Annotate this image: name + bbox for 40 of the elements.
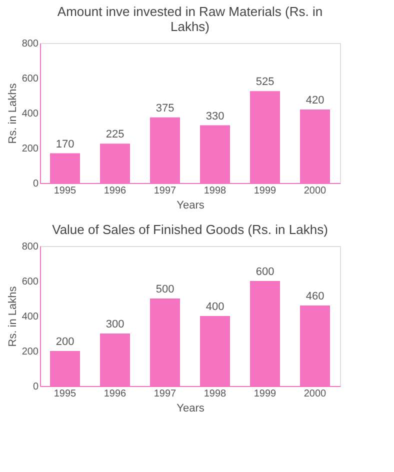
x-axis-title: Years (176, 200, 205, 212)
data-label: 330 (206, 110, 224, 122)
data-label: 420 (306, 94, 324, 106)
chart-title: Amount inve invested in Raw Materials (Rs. in Lakhs) (57, 4, 323, 34)
y-tick-label: 600 (22, 276, 39, 288)
data-label: 600 (256, 266, 274, 278)
x-tick-label: 2000 (304, 186, 327, 196)
x-tick-label: 1997 (154, 388, 177, 400)
x-tick-label: 1997 (154, 186, 177, 196)
y-tick-label: 400 (22, 312, 39, 322)
x-tick-label: 1999 (254, 388, 277, 400)
data-label: 200 (56, 336, 74, 348)
y-tick-label: 600 (22, 74, 39, 84)
y-tick-label: 400 (22, 108, 39, 120)
y-axis-title: Rs. in Lakhs (6, 286, 19, 347)
x-tick-label: 1998 (204, 388, 227, 400)
data-label: 525 (256, 76, 274, 88)
data-label: 400 (206, 301, 224, 313)
data-label: 375 (156, 102, 174, 114)
x-tick-label: 2000 (304, 388, 327, 400)
y-tick-label: 0 (32, 178, 39, 190)
data-label: 225 (106, 128, 124, 141)
x-tick-label: 1995 (54, 388, 77, 400)
data-label: 500 (156, 284, 174, 296)
y-axis-title: Rs. in Lakhs (6, 82, 19, 144)
data-label: 170 (56, 138, 74, 150)
x-tick-label: 1996 (104, 388, 127, 400)
x-tick-label: 1999 (254, 186, 277, 196)
y-tick-label: 200 (22, 144, 39, 154)
x-axis-title: Years (176, 402, 205, 414)
y-tick-label: 200 (22, 346, 39, 358)
data-label: 300 (106, 318, 124, 330)
y-tick-label: 0 (32, 382, 39, 392)
x-tick-label: 1998 (204, 186, 227, 196)
x-tick-label: 1995 (54, 186, 77, 196)
data-label: 460 (306, 290, 324, 302)
x-tick-label: 1996 (104, 186, 127, 196)
chart-title: Value of Sales of Finished Goods (Rs. in Lakhs) (52, 222, 328, 237)
y-tick-label: 800 (22, 242, 39, 252)
y-tick-label: 800 (22, 38, 39, 50)
